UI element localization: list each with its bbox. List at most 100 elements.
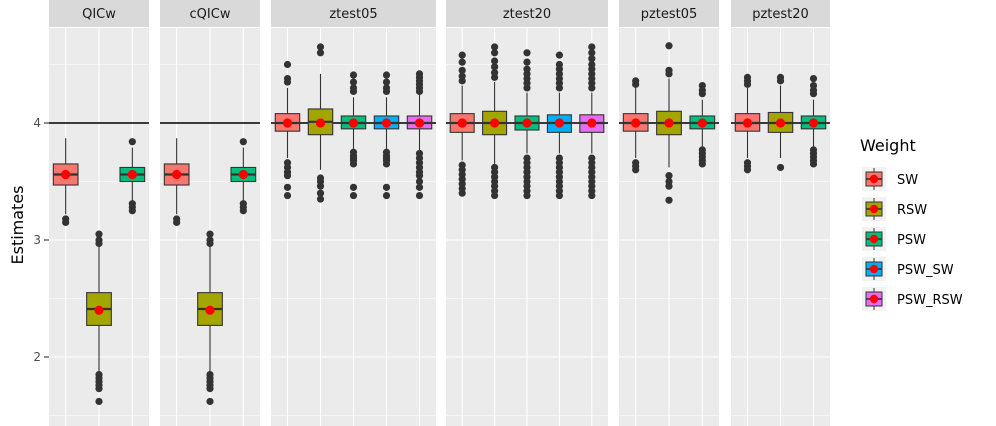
mean-point <box>697 118 707 128</box>
outlier-point <box>491 43 499 51</box>
outlier-point <box>415 183 424 191</box>
boxplot <box>340 71 367 200</box>
outlier-point <box>632 77 640 85</box>
outlier-point <box>665 196 673 204</box>
outlier-point <box>698 160 706 168</box>
mean-point <box>587 118 597 128</box>
outlier-point <box>415 70 424 78</box>
outlier-point <box>283 60 292 69</box>
outlier-point <box>809 160 818 168</box>
facet-panel: ztest05 <box>271 0 436 426</box>
outlier-point <box>555 51 564 59</box>
outlier-point <box>458 72 466 80</box>
boxplot <box>449 51 475 197</box>
boxplot <box>689 81 716 168</box>
outlier-point <box>349 160 358 168</box>
outlier-point <box>349 78 358 86</box>
outlier-point <box>206 384 214 393</box>
outlier-point <box>349 71 358 79</box>
boxplot <box>734 73 761 174</box>
boxplot <box>230 138 257 215</box>
facet-strip <box>160 0 260 27</box>
outlier-point <box>316 195 325 203</box>
outlier-point <box>283 172 292 180</box>
outlier-point <box>62 218 70 227</box>
outlier-point <box>95 230 103 238</box>
mean-point <box>742 118 753 128</box>
legend-item: PSW_RSW <box>862 287 963 311</box>
facet-strip-label: pztest05 <box>641 7 698 22</box>
outlier-point <box>206 230 214 238</box>
outlier-point <box>809 74 818 83</box>
outlier-point <box>555 60 564 69</box>
boxplot <box>482 43 508 200</box>
mean-point <box>775 118 786 128</box>
legend-item-label: PSW <box>897 233 926 248</box>
outlier-point <box>283 74 292 83</box>
legend-item-label: RSW <box>897 203 927 218</box>
outlier-point <box>588 60 596 69</box>
outlier-point <box>743 73 752 81</box>
facet-strip-label: pztest20 <box>752 7 809 22</box>
outlier-point <box>415 172 424 180</box>
outlier-point <box>458 66 466 74</box>
boxplot <box>119 138 146 215</box>
facet-strip <box>271 0 436 27</box>
mean-point <box>664 118 674 128</box>
outlier-point <box>665 66 673 74</box>
legend-key-mean <box>869 234 879 244</box>
legend-title: Weight <box>860 136 916 155</box>
boxplot <box>86 230 112 406</box>
mean-point <box>522 118 532 128</box>
outlier-point <box>665 182 673 190</box>
outlier-point <box>283 183 292 191</box>
boxplot <box>274 60 301 200</box>
outlier-point <box>349 183 358 191</box>
outlier-point <box>491 49 499 57</box>
outlier-point <box>698 81 706 90</box>
outlier-point <box>491 69 499 77</box>
boxplot <box>767 73 794 172</box>
outlier-point <box>588 43 596 51</box>
facet-panel: pztest05 <box>619 0 719 426</box>
outlier-point <box>239 138 247 146</box>
boxplot <box>514 49 540 200</box>
facet-strip <box>731 0 830 27</box>
facet-panel: pztest20 <box>731 0 830 426</box>
facet-panel: QICw <box>49 0 149 426</box>
outlier-point <box>632 166 640 174</box>
boxplot <box>622 77 649 174</box>
outlier-point <box>95 397 103 406</box>
facet-strip-label: ztest05 <box>329 7 377 22</box>
facet-panel: ztest20 <box>446 0 608 426</box>
outlier-point <box>491 191 499 200</box>
outlier-point <box>283 191 292 200</box>
outlier-point <box>316 182 325 190</box>
legend-item: RSW <box>862 197 927 221</box>
mean-point <box>808 118 819 128</box>
outlier-point <box>776 73 785 81</box>
mean-point <box>238 169 248 180</box>
outlier-point <box>382 183 391 191</box>
boxplot <box>307 43 334 203</box>
boxplot <box>373 71 400 200</box>
mean-point <box>205 305 215 315</box>
outlier-point <box>523 191 531 200</box>
legend-key-mean <box>869 204 879 214</box>
mean-point <box>315 118 326 128</box>
outlier-point <box>665 172 673 180</box>
legend-item: PSW_SW <box>862 257 954 281</box>
boxplot <box>546 51 572 200</box>
legend-item: PSW <box>862 227 926 251</box>
legend-key-mean <box>869 294 879 304</box>
facet-strip <box>49 0 149 27</box>
outlier-point <box>588 55 596 63</box>
boxplot <box>656 42 682 204</box>
boxplot <box>800 74 827 168</box>
outlier-point <box>382 71 391 79</box>
outlier-point <box>95 384 103 393</box>
outlier-point <box>316 43 325 51</box>
outlier-point <box>523 58 531 66</box>
outlier-point <box>491 63 499 71</box>
